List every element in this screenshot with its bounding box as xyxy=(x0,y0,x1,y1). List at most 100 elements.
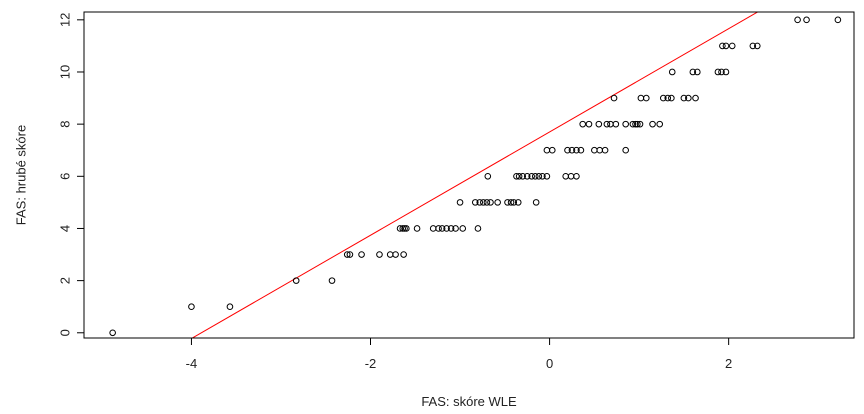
data-point xyxy=(719,42,726,50)
data-point xyxy=(632,120,639,128)
data-point xyxy=(226,303,234,311)
y-tick-label: 8 xyxy=(57,121,72,128)
y-tick-label: 4 xyxy=(57,225,72,232)
data-point xyxy=(447,225,455,232)
data-point xyxy=(476,199,484,206)
data-point xyxy=(585,120,593,128)
data-point xyxy=(519,173,527,180)
data-point xyxy=(539,173,546,180)
data-point xyxy=(392,251,399,258)
data-point xyxy=(636,120,644,128)
data-point xyxy=(794,16,801,24)
data-point xyxy=(568,146,576,154)
data-point xyxy=(642,94,650,102)
data-point xyxy=(664,94,672,102)
data-point xyxy=(438,225,446,232)
data-point xyxy=(612,120,620,128)
fit-line-layer xyxy=(191,12,759,338)
data-point xyxy=(610,94,618,102)
data-point xyxy=(343,251,351,258)
data-point xyxy=(487,199,494,206)
x-tick-label: -2 xyxy=(365,356,377,371)
data-point xyxy=(532,199,540,206)
y-tick-label: 2 xyxy=(57,277,72,284)
y-tick-label: 12 xyxy=(57,13,72,27)
data-point xyxy=(459,225,467,232)
data-point xyxy=(399,225,407,232)
data-point xyxy=(535,173,543,180)
data-point xyxy=(579,120,587,128)
data-point xyxy=(543,173,551,180)
x-axis-title: FAS: skóre WLE xyxy=(421,394,517,409)
data-point xyxy=(694,68,701,76)
data-point xyxy=(358,251,365,258)
data-point xyxy=(595,120,603,128)
data-point xyxy=(668,68,676,76)
x-axis: -4 -2 0 2 xyxy=(186,338,732,371)
data-point xyxy=(622,146,629,154)
data-point xyxy=(689,68,697,76)
data-point xyxy=(483,199,491,206)
data-point xyxy=(504,199,511,206)
data-point xyxy=(435,225,442,232)
data-point xyxy=(749,42,757,50)
data-point xyxy=(656,120,664,128)
data-point xyxy=(728,42,736,50)
data-point xyxy=(109,329,116,337)
fit-line xyxy=(191,12,759,338)
y-axis: 0 2 4 6 8 10 12 xyxy=(57,13,84,336)
data-point xyxy=(188,303,195,311)
data-point xyxy=(513,173,520,180)
data-point xyxy=(834,16,842,24)
data-point xyxy=(531,173,539,180)
points-layer xyxy=(109,16,842,337)
data-point xyxy=(494,199,501,206)
data-point xyxy=(692,94,699,102)
data-point xyxy=(346,251,354,258)
data-point xyxy=(514,199,522,206)
data-point xyxy=(528,173,535,180)
data-point xyxy=(573,173,580,180)
data-point xyxy=(714,68,722,76)
data-point xyxy=(680,94,688,102)
data-point xyxy=(548,146,556,154)
data-point xyxy=(471,199,479,206)
data-point xyxy=(510,199,518,206)
data-point xyxy=(573,146,580,154)
data-point xyxy=(484,173,492,180)
data-point xyxy=(659,94,667,102)
data-point xyxy=(507,199,515,206)
data-point xyxy=(523,173,531,180)
data-point xyxy=(803,16,810,24)
data-point xyxy=(718,68,725,76)
data-point xyxy=(413,225,421,232)
x-tick-label: 0 xyxy=(546,356,553,371)
data-point xyxy=(480,199,487,206)
data-point xyxy=(577,146,585,154)
data-point xyxy=(634,120,641,128)
data-point xyxy=(603,120,611,128)
data-point xyxy=(722,68,730,76)
data-point xyxy=(452,225,459,232)
data-point xyxy=(564,146,571,154)
data-point xyxy=(754,42,761,50)
data-point xyxy=(601,146,609,154)
data-point xyxy=(400,251,407,258)
x-tick-label: 2 xyxy=(725,356,732,371)
data-point xyxy=(403,225,410,232)
data-point xyxy=(649,120,656,128)
y-axis-title: FAS: hrubé skóre xyxy=(13,125,28,225)
data-point xyxy=(401,225,408,232)
x-tick-label: -4 xyxy=(186,356,198,371)
y-tick-label: 6 xyxy=(57,173,72,180)
data-point xyxy=(376,251,383,258)
data-point xyxy=(622,120,629,128)
data-point xyxy=(396,225,404,232)
y-tick-label: 10 xyxy=(57,65,72,79)
data-point xyxy=(722,42,730,50)
plot-frame xyxy=(83,11,855,339)
y-tick-label: 0 xyxy=(57,329,72,336)
data-point xyxy=(668,94,675,102)
